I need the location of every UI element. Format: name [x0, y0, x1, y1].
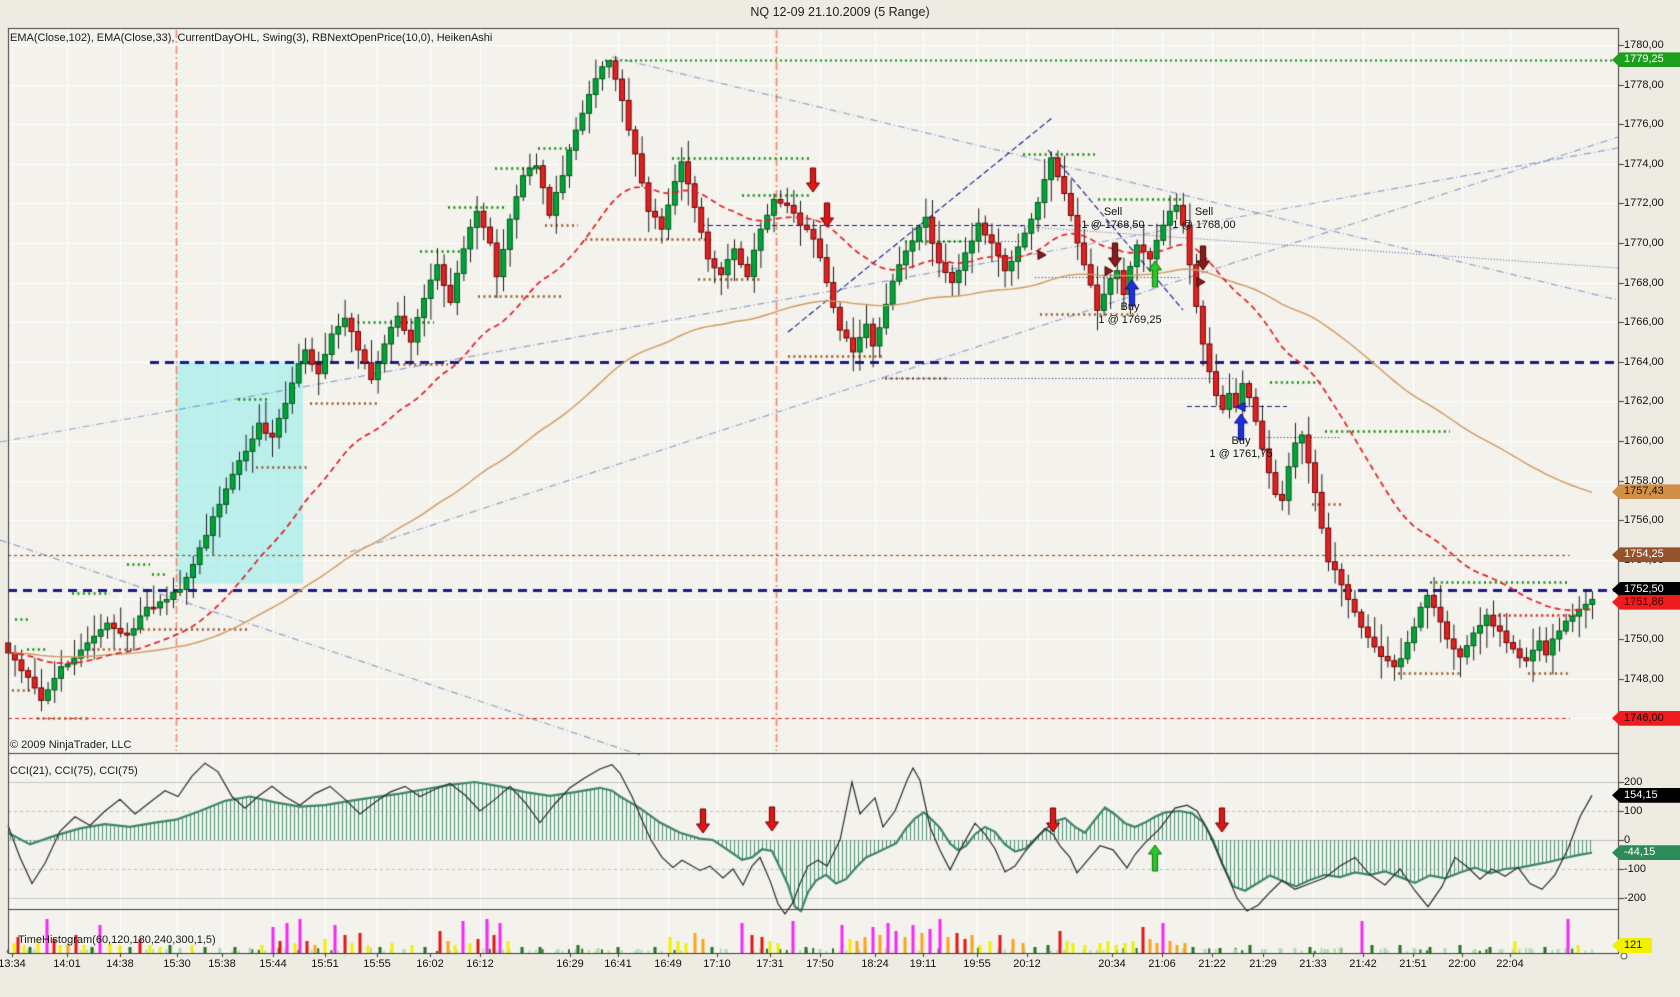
time-axis-label: 17:10 [703, 958, 731, 970]
time-axis-label: 21:06 [1148, 958, 1176, 970]
time-axis-label: 19:11 [909, 958, 937, 970]
time-axis-label: 17:50 [806, 958, 834, 970]
trade-annotation-price: 1 @ 1768,00 [1172, 219, 1236, 231]
histogram-badge: 121 [1612, 938, 1652, 953]
time-axis-label: 20:12 [1013, 958, 1041, 970]
time-axis-label: 15:55 [363, 958, 391, 970]
trade-annotation-price: 1 @ 1769,25 [1098, 314, 1162, 326]
time-axis-label: 21:51 [1399, 958, 1427, 970]
time-axis-label: 16:12 [466, 958, 494, 970]
time-axis-label: 16:49 [654, 958, 682, 970]
time-axis-label: 15:44 [259, 958, 287, 970]
trade-annotation-action: Buy [1231, 435, 1251, 447]
time-axis-label: 21:22 [1198, 958, 1226, 970]
trade-annotation-action: Sell [1194, 206, 1214, 218]
price-badge: 1757,43 [1612, 484, 1680, 500]
trade-annotation-sell-1: Sell 1 @ 1768,50 [1081, 206, 1144, 232]
time-axis-label: 19:55 [963, 958, 991, 970]
time-axis-label: 17:31 [756, 958, 784, 970]
price-badge: 1746,00 [1612, 710, 1680, 726]
trade-annotation-buy-2: Buy 1 @ 1761,75 [1209, 435, 1272, 461]
cci-badge: 154,15 [1612, 787, 1680, 803]
time-axis-label: 15:38 [208, 958, 236, 970]
price-badge: 1752,50 [1612, 582, 1680, 597]
time-axis-label: 21:29 [1249, 958, 1277, 970]
time-axis-label: 21:42 [1349, 958, 1377, 970]
time-axis-label: 18:24 [861, 958, 889, 970]
time-axis-label: 20:34 [1098, 958, 1126, 970]
trade-annotation-price: 1 @ 1768,50 [1081, 219, 1145, 231]
time-axis-label: 21:33 [1299, 958, 1327, 970]
price-badge: 1754,25 [1612, 547, 1680, 563]
time-axis-label: 15:30 [163, 958, 191, 970]
time-axis-label: 22:04 [1496, 958, 1524, 970]
price-badge: 1751,86 [1612, 594, 1680, 610]
price-badge: 1779,25 [1612, 52, 1680, 68]
time-axis-label: 16:41 [604, 958, 632, 970]
cci-badge: -44,15 [1612, 845, 1680, 861]
time-axis-label: 14:38 [106, 958, 134, 970]
time-axis-label: 16:02 [416, 958, 444, 970]
trade-annotation-buy-1: Buy 1 @ 1769,25 [1098, 301, 1161, 327]
time-axis-label: 15:51 [311, 958, 339, 970]
time-axis-label: 14:01 [53, 958, 81, 970]
trade-annotation-action: Sell [1103, 206, 1123, 218]
trade-annotation-sell-2: Sell 1 @ 1768,00 [1172, 206, 1235, 232]
trade-annotation-action: Buy [1120, 301, 1140, 313]
time-axis-label: 22:00 [1448, 958, 1476, 970]
time-axis-label: 13:34 [0, 958, 26, 970]
time-axis-label: 16:29 [556, 958, 584, 970]
trade-annotation-price: 1 @ 1761,75 [1209, 448, 1273, 460]
